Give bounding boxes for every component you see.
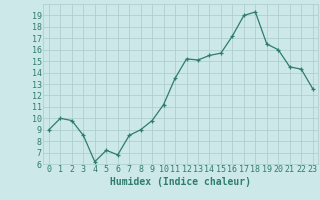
X-axis label: Humidex (Indice chaleur): Humidex (Indice chaleur) xyxy=(110,177,251,187)
